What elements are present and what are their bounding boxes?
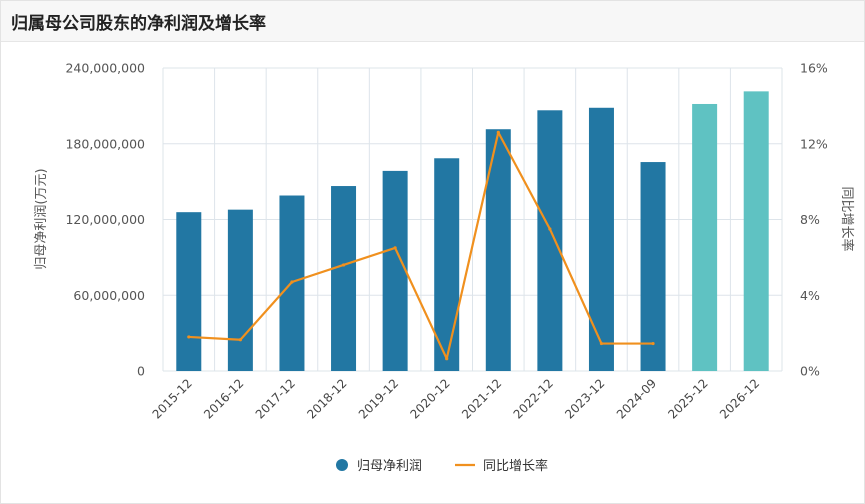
growth-point[interactable] (393, 246, 397, 250)
growth-point[interactable] (651, 341, 655, 346)
bar-forecast[interactable] (692, 103, 718, 371)
left-axis-title: 归母净利润(万元) (34, 168, 49, 269)
bar[interactable] (588, 107, 614, 372)
x-tick-label: 2020-12 (407, 376, 452, 421)
x-tick-label: 2016-12 (201, 376, 246, 421)
right-axis-title: 同比增长率 (839, 186, 855, 251)
x-tick-label: 2025-12 (665, 376, 710, 421)
bar[interactable] (537, 110, 563, 371)
right-tick-label: 8% (800, 212, 820, 227)
growth-point[interactable] (238, 338, 242, 342)
bar[interactable] (331, 186, 357, 371)
left-tick-label: 60,000,000 (73, 288, 145, 303)
growth-point[interactable] (341, 263, 346, 267)
legend[interactable]: 归母净利润 同比增长率 (336, 458, 548, 474)
growth-point[interactable] (496, 130, 500, 134)
x-tick-label: 2022-12 (511, 376, 556, 421)
right-tick-label: 12% (800, 136, 828, 151)
legend-bar-label: 归母净利润 (357, 459, 422, 474)
right-tick-label: 16% (800, 61, 828, 76)
bar-forecast[interactable] (743, 91, 769, 371)
right-tick-label: 0% (800, 364, 820, 379)
growth-point[interactable] (290, 280, 294, 284)
legend-item-line[interactable]: 同比增长率 (455, 458, 548, 474)
left-axis-ticks: 0 60,000,000 120,000,000 180,000,000 240,000… (65, 61, 145, 379)
legend-bar-marker (336, 459, 348, 471)
left-tick-label: 240,000,000 (65, 61, 145, 76)
growth-point[interactable] (599, 341, 604, 346)
growth-point[interactable] (445, 357, 449, 361)
bar[interactable] (382, 170, 408, 371)
growth-point[interactable] (187, 335, 191, 339)
bar[interactable] (227, 209, 253, 371)
x-tick-label: 2023-12 (562, 376, 607, 421)
x-tick-label: 2024-09 (614, 376, 659, 421)
right-tick-label: 4% (800, 288, 820, 303)
legend-item-bar[interactable]: 归母净利润 (336, 459, 422, 474)
bar-series (176, 91, 769, 372)
line-series (187, 130, 655, 361)
bar[interactable] (434, 158, 460, 371)
left-tick-label: 0 (137, 364, 145, 379)
x-tick-label: 2015-12 (150, 376, 195, 421)
legend-line-label: 同比增长率 (483, 458, 548, 474)
bar[interactable] (176, 212, 202, 371)
x-tick-label: 2017-12 (253, 376, 298, 421)
bar[interactable] (640, 162, 666, 371)
bar[interactable] (485, 129, 511, 371)
x-tick-label: 2021-12 (459, 376, 504, 421)
right-axis-ticks: 0% 4% 8% 12% 16% (800, 61, 828, 379)
chart-title: 归属母公司股东的净利润及增长率 (11, 14, 266, 34)
growth-point[interactable] (548, 227, 552, 231)
left-tick-label: 120,000,000 (65, 212, 145, 227)
growth-line[interactable] (188, 131, 654, 360)
grid-lines (162, 67, 783, 372)
panel-header: 归属母公司股东的净利润及增长率 (1, 1, 864, 42)
x-axis-ticks: 2015-12 2016-12 2017-12 2018-12 2019-12 2020-… (150, 376, 763, 421)
left-tick-label: 180,000,000 (65, 136, 145, 151)
x-tick-label: 2018-12 (304, 376, 349, 421)
x-tick-label: 2026-12 (717, 376, 762, 421)
axis-titles: 归母净利润(万元) 同比增长率 (34, 168, 855, 269)
x-tick-label: 2019-12 (356, 376, 401, 421)
